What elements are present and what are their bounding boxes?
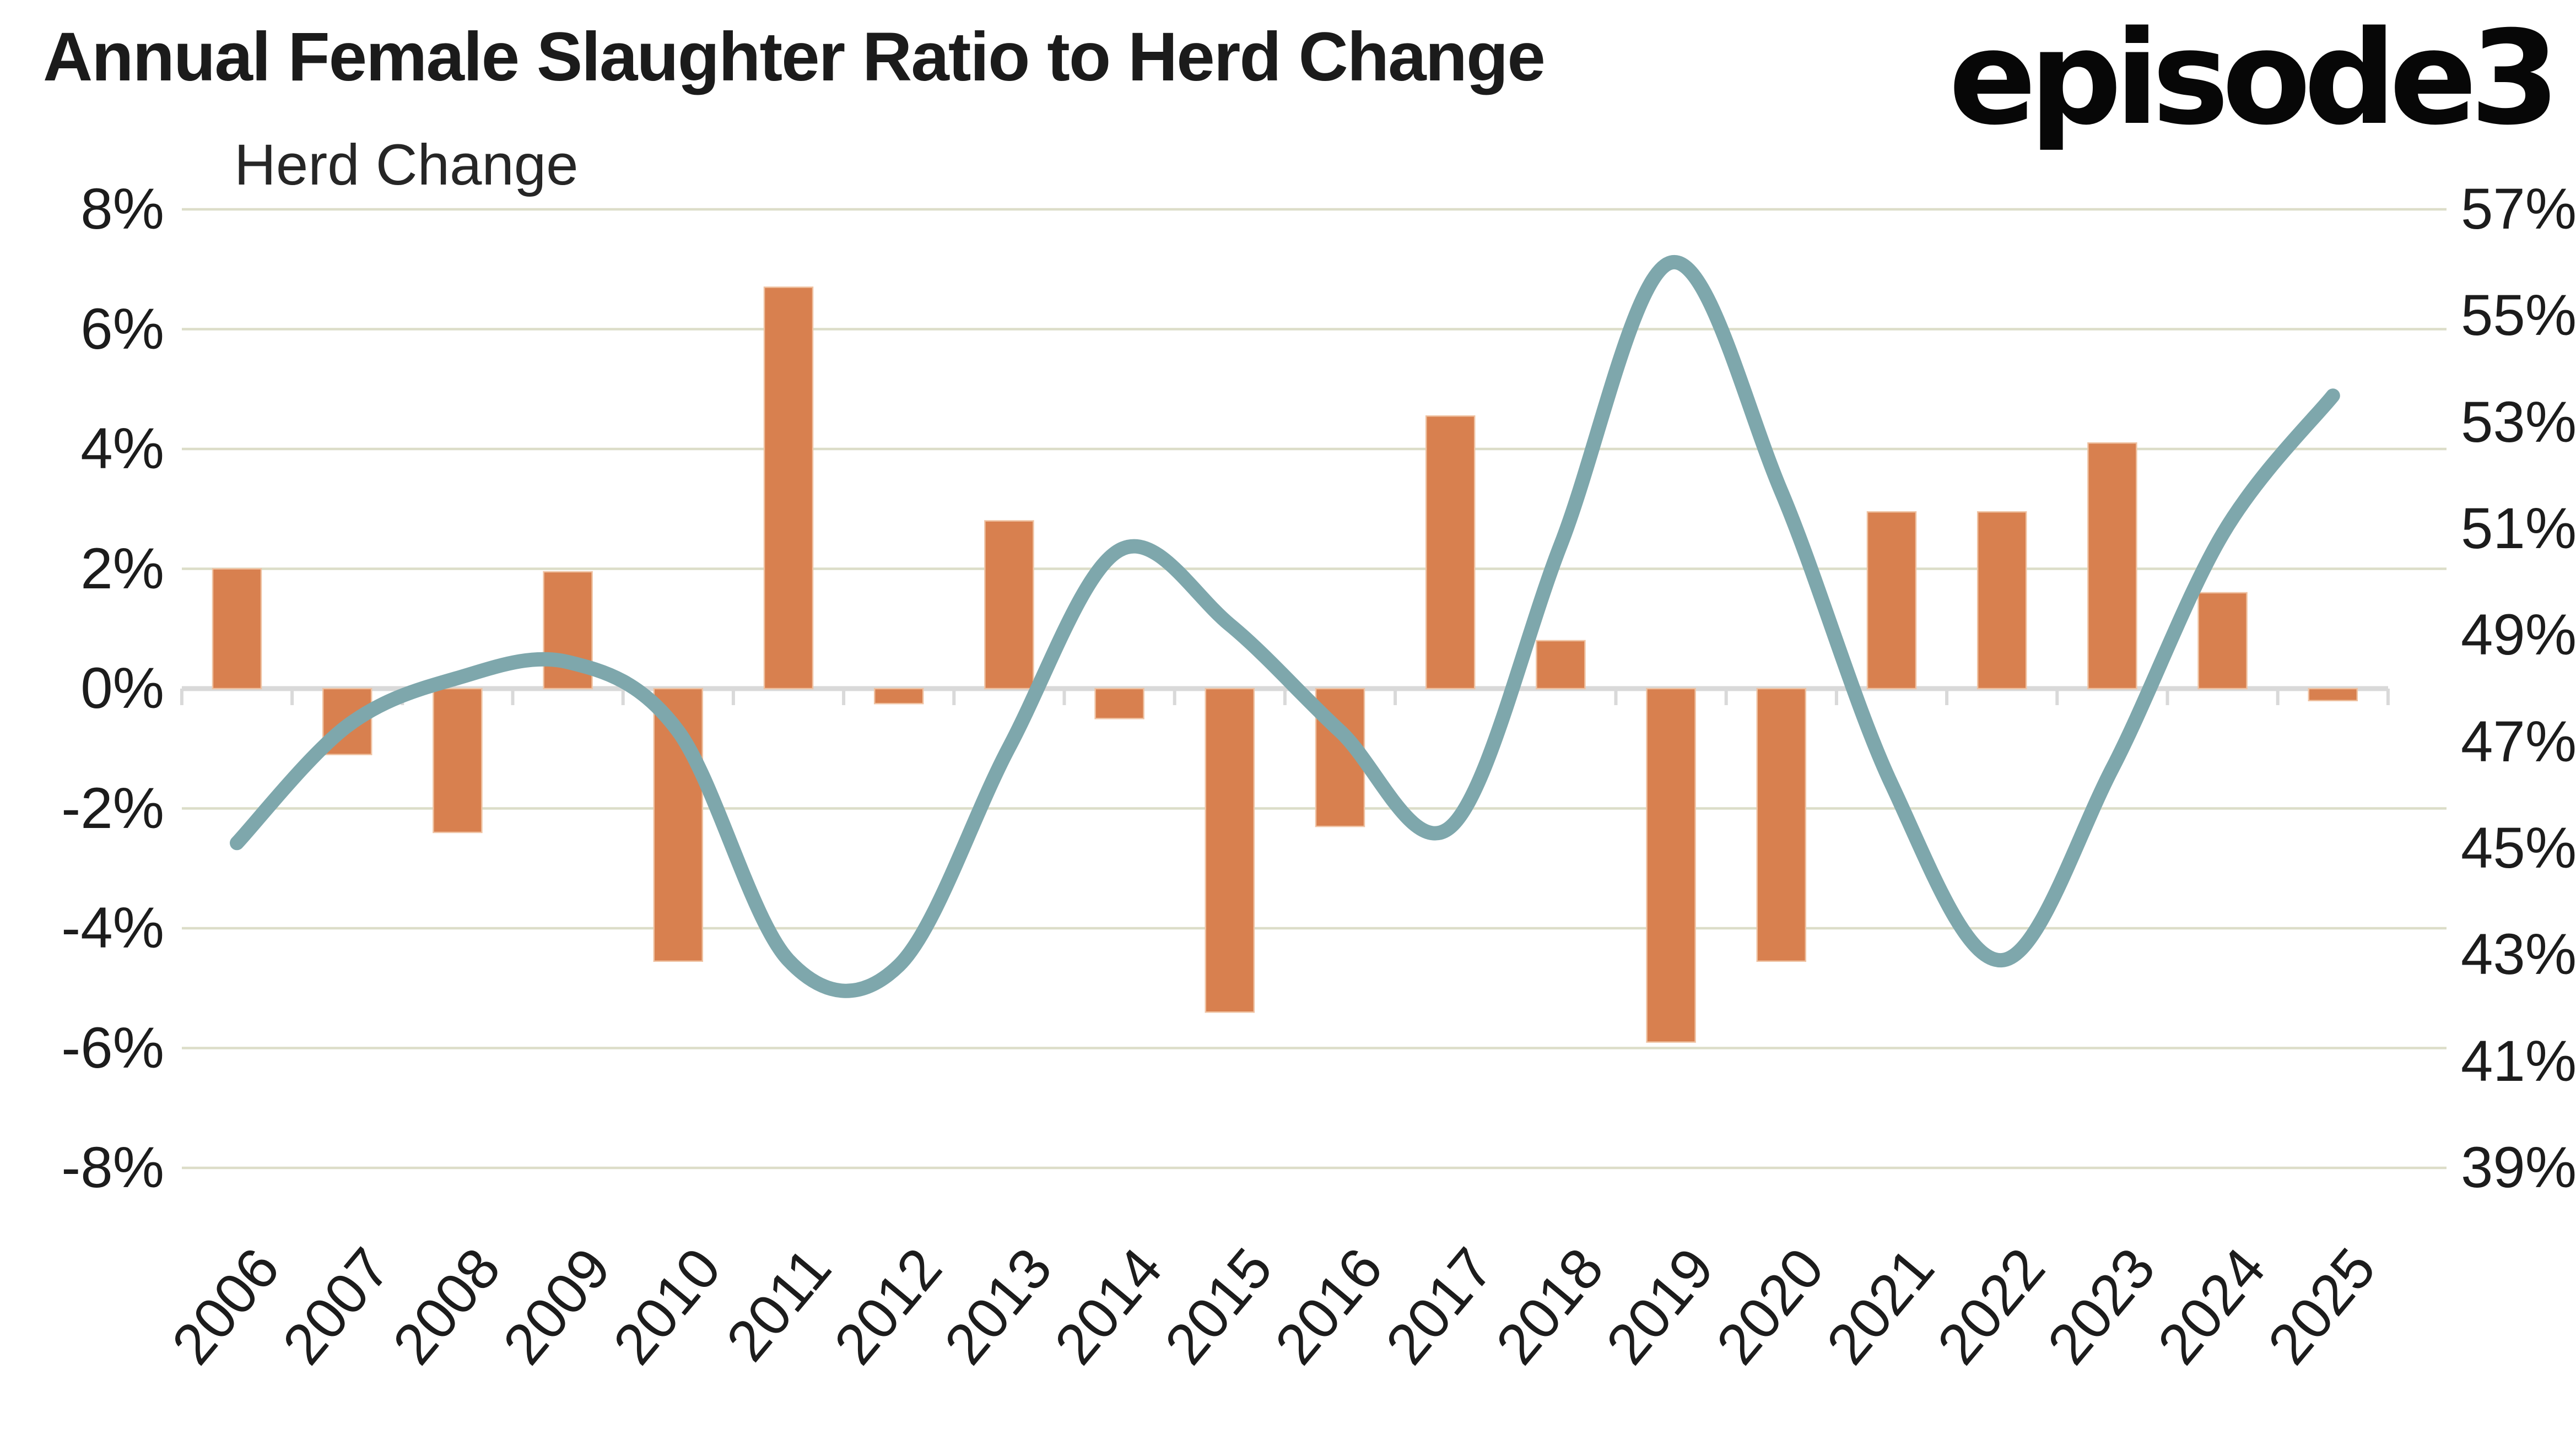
y-right-tick-label-57: 57%	[2461, 176, 2576, 241]
y-left-tick-label-2: 2%	[80, 536, 164, 601]
bar-2015	[1205, 688, 1255, 1013]
y-left-tick-label-4: 4%	[80, 416, 164, 481]
y-left-tick-label--2: -2%	[61, 776, 164, 841]
y-right-tick-label-53: 53%	[2461, 389, 2576, 454]
y-right-tick-label-41: 41%	[2461, 1029, 2576, 1094]
y-right-tick-label-55: 55%	[2461, 283, 2576, 348]
bar-2022	[1976, 511, 2027, 690]
bar-2025	[2308, 688, 2358, 701]
y-right-tick-label-43: 43%	[2461, 922, 2576, 987]
bar-2013	[984, 520, 1034, 690]
bar-2008	[433, 688, 483, 833]
y-left-tick-label--8: -8%	[61, 1135, 164, 1200]
bar-2012	[873, 688, 924, 705]
y-right-tick-label-39: 39%	[2461, 1135, 2576, 1200]
y-right-tick-label-45: 45%	[2461, 816, 2576, 880]
y-right-tick-label-47: 47%	[2461, 709, 2576, 774]
bar-2023	[2087, 442, 2137, 690]
y-left-tick-label-8: 8%	[80, 177, 164, 241]
bar-2011	[763, 286, 814, 690]
y-right-tick-label-49: 49%	[2461, 603, 2576, 668]
episode3-logo: episode3	[1948, 3, 2560, 154]
bar-2017	[1425, 415, 1476, 690]
left-axis-title: Herd Change	[234, 133, 579, 197]
bar-2006	[212, 568, 262, 690]
bar-2018	[1536, 640, 1586, 690]
bar-2019	[1646, 688, 1696, 1043]
y-left-tick-label--6: -6%	[61, 1015, 164, 1080]
y-right-tick-label-51: 51%	[2461, 496, 2576, 561]
bar-2020	[1756, 688, 1807, 962]
y-left-tick-label-6: 6%	[80, 296, 164, 361]
bar-2021	[1866, 511, 1917, 690]
chart-title: Annual Female Slaughter Ratio to Herd Ch…	[43, 19, 1546, 95]
bar-2014	[1094, 688, 1144, 719]
y-left-tick-label-0: 0%	[80, 656, 164, 721]
y-left-tick-label--4: -4%	[61, 896, 164, 960]
trend-line	[230, 255, 2340, 998]
bar-2024	[2197, 592, 2248, 690]
